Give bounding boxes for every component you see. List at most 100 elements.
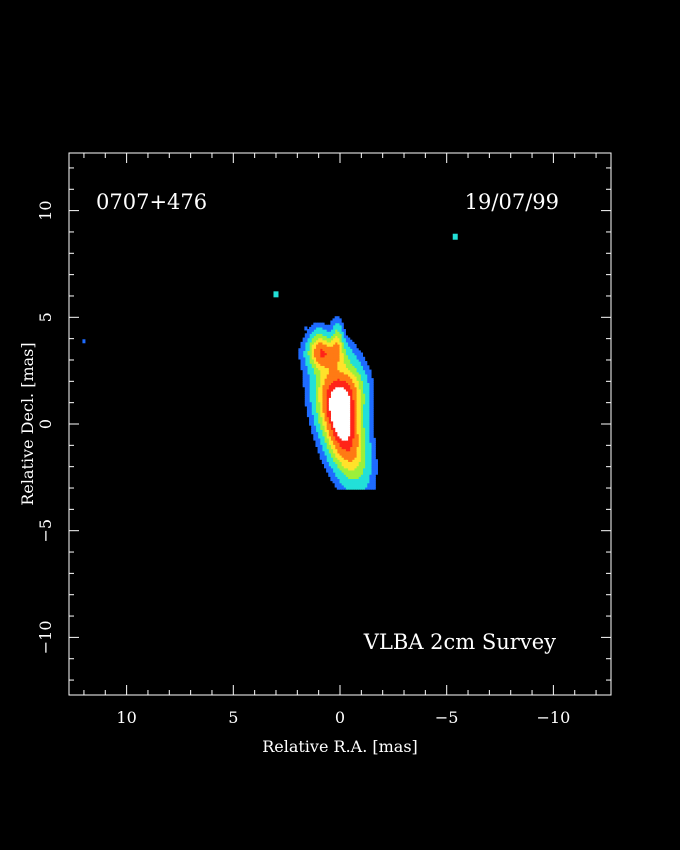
map-pixel — [323, 446, 327, 450]
map-pixel — [362, 476, 366, 480]
map-pixel — [368, 433, 372, 437]
map-pixel — [336, 482, 340, 486]
map-pixel — [326, 440, 329, 443]
map-pixel — [366, 390, 370, 394]
map-pixel — [349, 410, 353, 413]
map-pixel — [321, 367, 325, 371]
map-pixel — [323, 380, 327, 383]
map-pixel — [317, 440, 321, 443]
map-pixel — [343, 461, 346, 465]
map-pixel — [353, 452, 357, 456]
map-pixel — [360, 484, 364, 488]
map-pixel — [338, 384, 342, 388]
map-pixel — [323, 435, 327, 439]
map-pixel — [349, 346, 353, 349]
map-pixel — [341, 356, 344, 360]
map-pixel — [366, 369, 370, 373]
map-pixel — [341, 416, 344, 420]
map-pixel — [338, 326, 342, 330]
map-pixel — [315, 395, 319, 398]
map-pixel — [373, 457, 376, 460]
map-pixel — [323, 412, 327, 415]
map-pixel — [319, 386, 323, 390]
map-pixel — [332, 425, 336, 428]
x-tick-label: 10 — [116, 708, 136, 727]
map-pixel — [336, 386, 340, 390]
map-pixel — [326, 429, 329, 433]
map-pixel — [373, 440, 376, 443]
map-pixel — [338, 339, 342, 343]
map-pixel — [332, 454, 336, 458]
map-pixel — [298, 352, 302, 356]
map-pixel — [362, 459, 366, 462]
map-pixel — [332, 401, 336, 405]
map-pixel — [334, 333, 338, 337]
map-pixel — [323, 333, 327, 337]
map-pixel — [360, 452, 364, 456]
map-pixel — [302, 337, 306, 341]
map-pixel — [343, 371, 346, 375]
map-pixel — [362, 373, 366, 377]
map-pixel — [370, 384, 374, 388]
map-pixel — [328, 384, 331, 388]
map-pixel — [338, 343, 342, 347]
map-pixel — [304, 346, 308, 349]
map-pixel — [349, 395, 353, 398]
map-pixel — [370, 427, 374, 430]
map-pixel — [351, 422, 355, 426]
map-pixel — [362, 410, 366, 413]
map-pixel — [349, 352, 353, 356]
map-pixel — [356, 410, 359, 413]
map-pixel — [336, 435, 340, 439]
map-pixel — [336, 329, 340, 332]
map-pixel — [302, 369, 306, 373]
map-pixel — [345, 418, 349, 422]
map-pixel — [358, 427, 361, 430]
map-pixel — [321, 324, 325, 328]
map-pixel — [341, 393, 344, 396]
map-pixel — [332, 461, 336, 465]
map-pixel — [317, 329, 321, 332]
map-pixel — [353, 467, 357, 471]
map-pixel — [319, 437, 323, 441]
map-pixel — [370, 461, 374, 465]
map-pixel — [323, 350, 327, 354]
map-pixel — [334, 463, 338, 467]
map-pixel — [332, 329, 336, 332]
map-pixel — [347, 486, 351, 490]
map-pixel — [349, 350, 353, 354]
map-pixel — [313, 367, 317, 371]
map-pixel — [373, 486, 376, 490]
map-pixel — [356, 482, 359, 486]
map-pixel — [366, 427, 370, 430]
map-pixel — [317, 337, 321, 341]
map-pixel — [328, 450, 331, 454]
map-pixel — [343, 440, 346, 443]
map-pixel — [326, 356, 329, 360]
map-pixel — [345, 346, 349, 349]
map-pixel — [338, 333, 342, 337]
map-pixel — [332, 371, 336, 375]
map-pixel — [313, 352, 317, 356]
map-pixel — [345, 388, 349, 392]
map-pixel — [298, 354, 302, 358]
map-pixel — [306, 356, 310, 360]
map-pixel — [353, 399, 357, 403]
map-pixel — [353, 350, 357, 354]
map-pixel — [364, 461, 368, 465]
map-pixel — [332, 339, 336, 343]
map-pixel — [353, 422, 357, 426]
map-pixel — [323, 433, 327, 437]
x-axis-label: Relative R.A. [mas] — [262, 737, 418, 756]
map-pixel — [321, 326, 325, 330]
map-pixel — [345, 480, 349, 484]
map-pixel — [343, 356, 346, 360]
map-pixel — [341, 407, 344, 411]
map-pixel — [343, 386, 346, 390]
map-pixel — [321, 386, 325, 390]
map-pixel — [353, 403, 357, 407]
map-pixel — [345, 433, 349, 437]
map-pixel — [302, 358, 306, 362]
map-pixel — [300, 365, 304, 369]
map-pixel — [375, 467, 378, 471]
